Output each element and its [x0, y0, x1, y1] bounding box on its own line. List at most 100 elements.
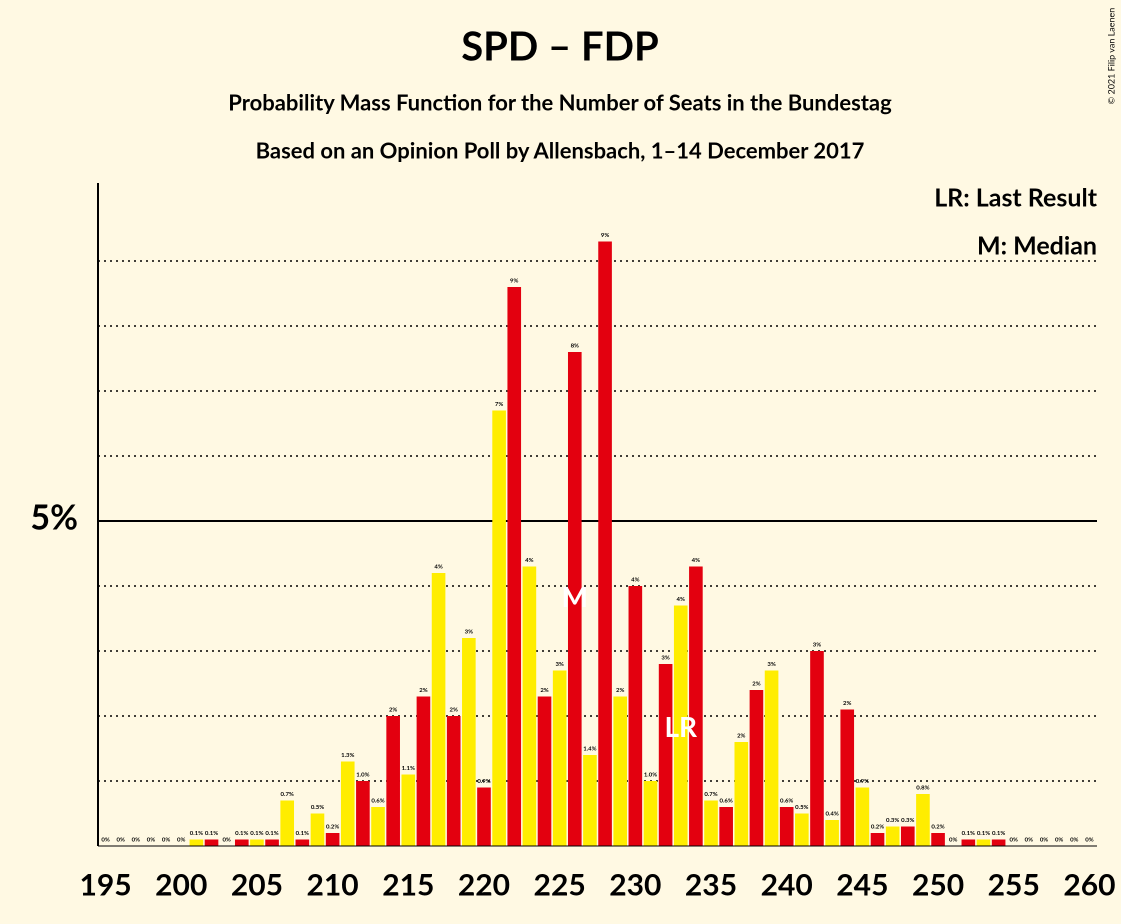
- x-tick-label: 225: [534, 867, 586, 903]
- bar: [961, 839, 976, 846]
- value-label: 0%: [949, 837, 957, 844]
- value-label: 2%: [419, 687, 427, 694]
- value-label: 0%: [147, 837, 155, 844]
- value-label: 4%: [434, 564, 442, 571]
- bar: [537, 696, 552, 846]
- bar: [416, 696, 431, 846]
- x-tick-label: 210: [307, 867, 359, 903]
- bar: [870, 833, 885, 846]
- bar: [885, 826, 900, 846]
- value-label: 0.1%: [250, 830, 263, 837]
- bar: [507, 287, 522, 846]
- bar: [567, 352, 582, 846]
- bar: [280, 800, 295, 846]
- chart-subtitle: Based on an Opinion Poll by Allensbach, …: [256, 137, 865, 164]
- bar: [628, 586, 643, 846]
- value-label: 3%: [465, 629, 473, 636]
- value-label: 2%: [737, 733, 745, 740]
- value-label: 0%: [1010, 837, 1018, 844]
- bar: [779, 807, 794, 846]
- value-label: 0%: [1085, 837, 1093, 844]
- bar: [295, 839, 310, 846]
- value-label: 0%: [101, 837, 109, 844]
- bar: [991, 839, 1006, 846]
- bar: [855, 787, 870, 846]
- x-tick-label: 260: [1063, 867, 1115, 903]
- value-label: 3%: [813, 642, 821, 649]
- bar: [810, 651, 824, 846]
- marker-label: LR: [664, 709, 698, 743]
- x-tick-label: 195: [79, 867, 131, 903]
- bar: [446, 716, 461, 846]
- bar: [583, 755, 597, 846]
- value-label: 3%: [767, 661, 775, 668]
- value-label: 3%: [661, 655, 669, 662]
- bar: [431, 573, 446, 846]
- bar: [310, 813, 325, 846]
- value-label: 2%: [616, 687, 624, 694]
- value-label: 4%: [677, 596, 685, 603]
- bar: [204, 839, 219, 846]
- chart-subtitle: Probability Mass Function for the Number…: [228, 89, 892, 116]
- bar: [386, 716, 400, 846]
- value-label: 0.1%: [992, 830, 1005, 837]
- value-label: 0.3%: [886, 817, 899, 824]
- value-label: 0%: [132, 837, 140, 844]
- bar: [356, 781, 370, 846]
- bar: [719, 807, 733, 846]
- value-label: 0.1%: [265, 830, 278, 837]
- value-label: 0.2%: [326, 824, 339, 831]
- bar: [749, 690, 764, 846]
- value-label: 0.1%: [977, 830, 990, 837]
- value-label: 4%: [692, 557, 700, 564]
- value-label: 0%: [177, 837, 185, 844]
- bar: [598, 241, 612, 846]
- value-label: 0.9%: [477, 778, 490, 785]
- bar: [325, 833, 340, 846]
- bar: [825, 820, 839, 846]
- bar: [931, 833, 945, 846]
- bar: [840, 709, 855, 846]
- value-label: 0%: [1025, 837, 1033, 844]
- bar: [477, 787, 491, 846]
- value-label: 1.0%: [644, 772, 657, 779]
- value-label: 0.7%: [704, 791, 717, 798]
- bar: [673, 605, 688, 846]
- value-label: 0.5%: [795, 804, 808, 811]
- value-label: 9%: [510, 278, 518, 285]
- x-tick-label: 255: [988, 867, 1040, 903]
- value-label: 0.4%: [825, 811, 838, 818]
- value-label: 2%: [843, 700, 851, 707]
- y-tick-label: 5%: [30, 497, 78, 538]
- bar: [764, 670, 779, 846]
- bar: [492, 410, 506, 846]
- value-label: 4%: [631, 577, 639, 584]
- bar: [916, 794, 930, 846]
- value-label: 0.1%: [235, 830, 248, 837]
- value-label: 1.4%: [583, 746, 596, 753]
- bar: [643, 781, 658, 846]
- value-label: 0.1%: [190, 830, 203, 837]
- value-label: 2%: [389, 707, 397, 714]
- bar: [265, 839, 279, 846]
- copyright: © 2021 Filip van Laenen: [1105, 8, 1116, 105]
- bar: [613, 696, 628, 846]
- value-label: 0.6%: [371, 798, 384, 805]
- legend-entry: LR: Last Result: [934, 182, 1098, 212]
- value-label: 0.7%: [281, 791, 294, 798]
- value-label: 9%: [601, 232, 609, 239]
- x-tick-label: 230: [609, 867, 661, 903]
- bar: [340, 761, 355, 846]
- value-label: 1.3%: [341, 752, 354, 759]
- value-label: 0.5%: [311, 804, 324, 811]
- value-label: 0.6%: [780, 798, 793, 805]
- x-tick-label: 235: [685, 867, 737, 903]
- bar: [795, 813, 809, 846]
- value-label: 0%: [162, 837, 170, 844]
- value-label: 0%: [117, 837, 125, 844]
- bar: [734, 742, 749, 846]
- bar: [234, 839, 249, 846]
- value-label: 3%: [555, 661, 563, 668]
- bar: [900, 826, 915, 846]
